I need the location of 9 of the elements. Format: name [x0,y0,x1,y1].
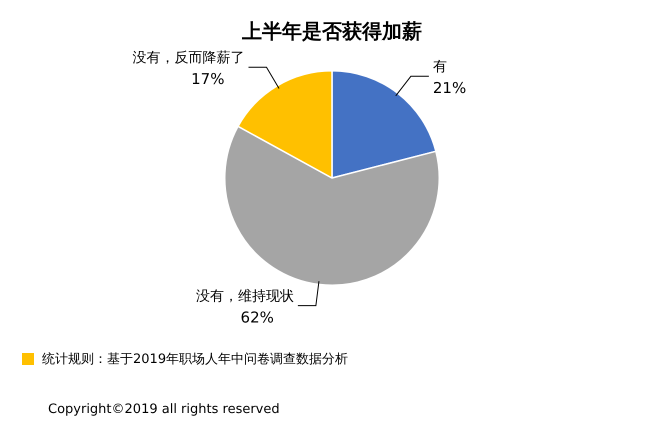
slice-label: 没有，反而降薪了 [132,50,244,66]
text: 统计规则：基于2019年职场人年中问卷调查数据分析 [42,351,348,368]
chart-title: 上半年是否获得加薪 [241,18,423,45]
text: Copyright©2019 all rights reserved [48,402,280,417]
data-label: 62% [240,308,274,327]
slice-label: 没有，维持现状 [196,288,294,304]
slice-label: 有 [432,58,447,75]
data-label: 21% [432,79,466,98]
data-label: 17% [191,70,224,88]
